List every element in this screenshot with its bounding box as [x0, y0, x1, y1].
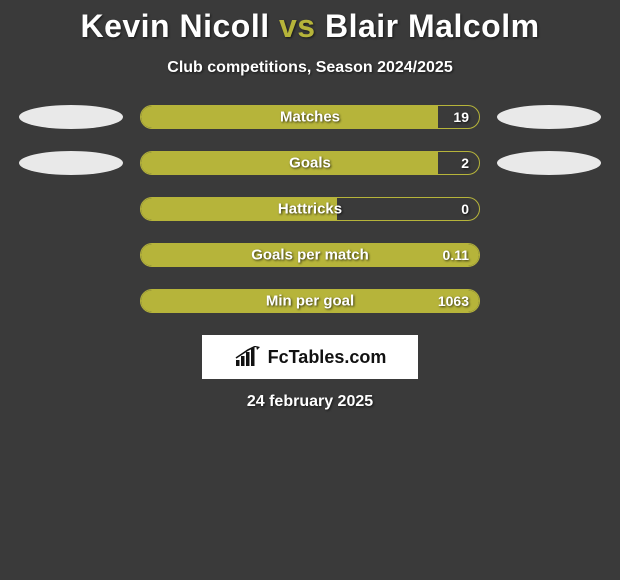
stat-row: Matches 19: [0, 105, 620, 129]
stat-bar: Min per goal 1063: [140, 289, 480, 313]
stat-label: Matches: [280, 109, 340, 126]
stats-rows: Matches 19 Goals 2 Hattricks 0 Goals per match…: [0, 105, 620, 313]
right-ellipse-slot: [494, 105, 604, 129]
chart-icon: [234, 346, 262, 368]
stat-label: Goals: [289, 155, 331, 172]
ellipse-shape: [19, 151, 123, 175]
stat-label: Goals per match: [251, 247, 369, 264]
left-ellipse-slot: [16, 289, 126, 313]
ellipse-shape: [497, 151, 601, 175]
stat-label: Min per goal: [266, 293, 354, 310]
left-ellipse-slot: [16, 105, 126, 129]
comparison-infographic: Kevin Nicoll vs Blair Malcolm Club compe…: [0, 0, 620, 411]
subtitle: Club competitions, Season 2024/2025: [0, 59, 620, 77]
stat-value: 0.11: [443, 247, 469, 263]
logo-text: FcTables.com: [268, 347, 387, 368]
stat-value: 1063: [438, 293, 469, 309]
date-text: 24 february 2025: [0, 393, 620, 411]
page-title: Kevin Nicoll vs Blair Malcolm: [0, 8, 620, 45]
left-ellipse-slot: [16, 243, 126, 267]
player1-name: Kevin Nicoll: [80, 8, 269, 44]
stat-value: 2: [461, 155, 469, 171]
stat-label: Hattricks: [278, 201, 342, 218]
stat-bar: Goals 2: [140, 151, 480, 175]
ellipse-shape: [19, 105, 123, 129]
right-ellipse-slot: [494, 289, 604, 313]
stat-row: Hattricks 0: [0, 197, 620, 221]
stat-bar: Goals per match 0.11: [140, 243, 480, 267]
stat-row: Min per goal 1063: [0, 289, 620, 313]
right-ellipse-slot: [494, 151, 604, 175]
left-ellipse-slot: [16, 197, 126, 221]
stat-value: 0: [461, 201, 469, 217]
left-ellipse-slot: [16, 151, 126, 175]
stat-value: 19: [453, 109, 469, 125]
logo-box: FcTables.com: [202, 335, 418, 379]
right-ellipse-slot: [494, 197, 604, 221]
stat-bar: Matches 19: [140, 105, 480, 129]
vs-text: vs: [279, 8, 316, 44]
stat-bar: Hattricks 0: [140, 197, 480, 221]
right-ellipse-slot: [494, 243, 604, 267]
ellipse-shape: [497, 105, 601, 129]
stat-row: Goals per match 0.11: [0, 243, 620, 267]
stat-row: Goals 2: [0, 151, 620, 175]
player2-name: Blair Malcolm: [325, 8, 540, 44]
